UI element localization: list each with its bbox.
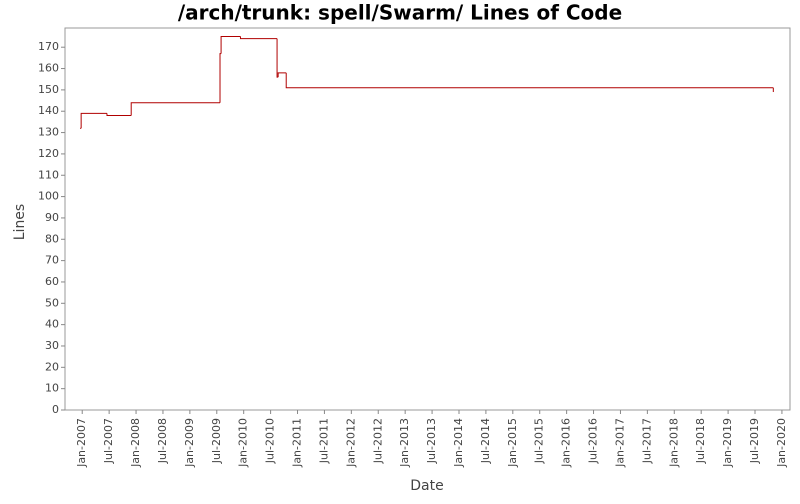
x-tick-label: Jan-2010 [237,418,250,468]
step-segment [80,112,107,129]
y-tick-label: 0 [52,403,59,416]
x-tick-label: Jul-2009 [210,418,223,464]
plot-area [64,27,791,411]
y-axis-label: Lines [12,204,28,240]
x-tick-label: Jul-2017 [640,418,653,464]
x-tick-label: Jan-2018 [667,418,680,468]
x-tick-label: Jan-2008 [129,418,142,468]
x-tick-label: Jan-2016 [560,418,573,468]
x-tick-label: Jan-2012 [344,418,357,468]
x-tick-label: Jul-2010 [264,418,277,464]
x-tick-label: Jul-2016 [587,418,600,464]
y-tick-label: 40 [45,318,59,331]
step-segment [106,113,132,116]
chart-title: /arch/trunk: spell/Swarm/ Lines of Code [178,1,622,25]
y-tick-label: 30 [45,339,59,352]
x-tick-label: Jan-2013 [398,418,411,468]
y-tick-label: 90 [45,211,59,224]
x-tick-label: Jul-2014 [479,418,492,464]
x-tick-label: Jan-2020 [775,418,788,468]
y-tick-label: 70 [45,254,59,267]
y-tick-label: 100 [38,190,59,203]
x-tick-label: Jul-2007 [102,418,115,464]
y-tick-label: 130 [38,126,59,139]
x-axis-label: Date [410,478,443,494]
x-tick-label: Jul-2013 [425,418,438,464]
x-tick-label: Jan-2011 [291,418,304,468]
x-tick-label: Jan-2017 [613,418,626,468]
x-tick-label: Jan-2014 [452,418,465,468]
x-tick-label: Jul-2008 [156,418,169,464]
y-tick-label: 60 [45,275,59,288]
y-tick-label: 110 [38,168,59,181]
x-tick-label: Jan-2009 [183,418,196,468]
y-tick-label: 160 [38,62,59,75]
x-tick-label: Jan-2019 [721,418,734,468]
y-tick-label: 50 [45,296,59,309]
y-tick-label: 10 [45,382,59,395]
x-tick-label: Jul-2019 [748,418,761,464]
step-segment [220,36,241,54]
y-tick-label: 170 [38,40,59,53]
x-tick-label: Jul-2012 [371,418,384,464]
y-tick-label: 80 [45,232,59,245]
y-tick-label: 120 [38,147,59,160]
x-tick-label: Jul-2015 [533,418,546,464]
y-tick-label: 150 [38,83,59,96]
y-tick-label: 20 [45,360,59,373]
x-tick-label: Jan-2015 [506,418,519,468]
step-segment [277,72,287,78]
step-segment [130,102,221,116]
step-segment [239,36,278,40]
x-tick-label: Jan-2007 [75,418,88,468]
x-tick-label: Jul-2018 [694,418,707,464]
y-tick-label: 140 [38,104,59,117]
step-segment [285,72,774,89]
x-tick-label: Jul-2011 [317,418,330,464]
